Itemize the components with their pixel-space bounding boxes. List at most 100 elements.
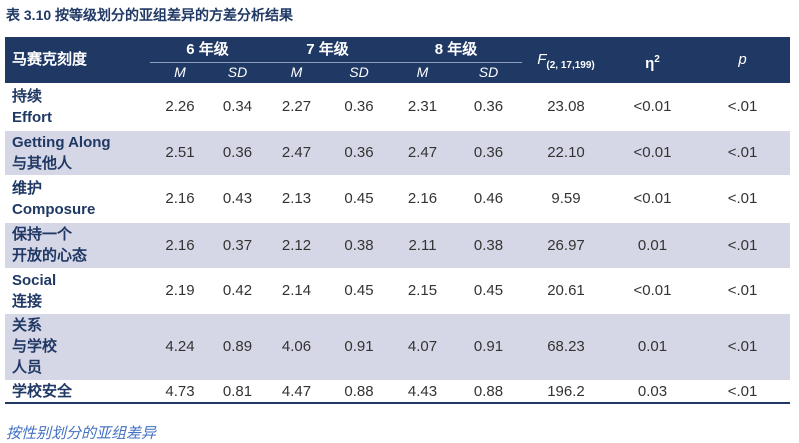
row-label: 维护 Composure: [5, 175, 150, 222]
row-value: 0.36: [473, 144, 504, 161]
row-value: 2.16: [165, 190, 195, 207]
row-label: 保持一个 开放的心态: [5, 222, 150, 268]
row-value: 0.01: [637, 236, 668, 254]
row-value: 0.88: [473, 382, 504, 400]
row-value: 2.14: [281, 282, 312, 299]
header-row: [5, 37, 790, 83]
row-value: 2.27: [281, 98, 312, 115]
header-divider: [150, 62, 522, 63]
row-label-line: 与其他人: [12, 154, 73, 172]
row-value: 22.10: [547, 144, 585, 161]
header-stat: SD: [478, 64, 499, 80]
header-f-part: (2, 17,199): [546, 60, 595, 71]
row-value: <.01: [727, 144, 758, 161]
row-value: 0.36: [344, 144, 374, 161]
table-bottom-border: [5, 402, 790, 404]
row-value: 0.43: [222, 190, 253, 207]
row-value: 0.46: [473, 190, 504, 207]
header-stat: SD: [227, 64, 248, 80]
table-row: [5, 313, 790, 380]
header-stat: SD: [349, 64, 369, 80]
row-value: 2.12: [281, 236, 312, 254]
header-eta-part: η: [645, 55, 655, 72]
row-value: 2.51: [165, 144, 195, 161]
row-value: 4.07: [407, 338, 438, 355]
header-eta-part: 2: [654, 54, 660, 65]
row-value: 9.59: [551, 190, 581, 207]
row-value: <.01: [727, 282, 758, 299]
table-row: [5, 222, 790, 268]
row-label-line: 持续: [12, 87, 43, 105]
row-label: 关系 与学校 人员: [5, 313, 150, 380]
row-label-line: Composure: [12, 200, 96, 218]
row-label: 学校安全: [5, 380, 150, 402]
header-grade: 6 年级: [186, 41, 229, 58]
row-value: 0.45: [473, 282, 504, 299]
header-stat: M: [290, 64, 303, 80]
next-section-heading: 按性别划分的亚组差异: [6, 425, 157, 442]
row-value: <.01: [727, 382, 758, 400]
row-value: 0.01: [637, 338, 668, 355]
row-value: <.01: [727, 236, 758, 254]
row-value: 0.03: [637, 382, 668, 400]
row-value: 2.19: [165, 282, 195, 299]
row-value: <.01: [727, 338, 758, 355]
row-label: Getting Along 与其他人: [5, 130, 150, 175]
row-value: 4.06: [281, 338, 312, 355]
row-value: 2.26: [165, 98, 195, 115]
row-value: 0.34: [222, 98, 253, 115]
row-value: <0.01: [633, 282, 672, 299]
row-value: 2.47: [407, 144, 438, 161]
row-value: 0.89: [222, 338, 253, 355]
row-value: 196.2: [547, 382, 585, 400]
row-value: 0.36: [473, 98, 504, 115]
table-row: [5, 130, 790, 175]
row-value: 2.47: [281, 144, 312, 161]
table-row: [5, 175, 790, 222]
row-value: 4.24: [165, 338, 195, 355]
row-value: 0.38: [473, 236, 504, 254]
row-label-line: 维护: [12, 179, 43, 197]
row-value: 2.31: [407, 98, 438, 115]
row-label-line: 开放的心态: [12, 247, 88, 264]
row-value: <.01: [727, 98, 758, 115]
header-f: F(2, 17,199): [522, 37, 610, 83]
row-value: 26.97: [547, 236, 585, 254]
table-row: [5, 83, 790, 130]
row-value: <.01: [727, 190, 758, 207]
header-scale: 马赛克刻度: [12, 51, 88, 68]
row-label-line: 人员: [12, 359, 43, 376]
row-value: 2.16: [407, 190, 438, 207]
row-label: Social 连接: [5, 268, 150, 313]
row-value: <0.01: [633, 98, 672, 115]
row-label-line: Effort: [12, 108, 52, 126]
row-label-line: Social: [12, 271, 57, 289]
row-value: 0.88: [344, 382, 374, 400]
table-row: [5, 380, 790, 402]
row-value: 0.91: [344, 338, 374, 355]
header-stat: M: [416, 64, 429, 80]
header-p: p: [738, 51, 747, 68]
table-row: [5, 268, 790, 313]
header-eta: η2: [610, 37, 695, 83]
row-label-line: Getting Along: [12, 133, 111, 151]
row-label-line: 连接: [12, 292, 43, 310]
row-value: 0.45: [344, 190, 374, 207]
row-value: 2.11: [408, 236, 437, 254]
row-value: 0.38: [344, 236, 374, 254]
row-value: <0.01: [633, 190, 672, 207]
table-title: 表 3.10 按等级划分的亚组差异的方差分析结果: [6, 7, 294, 23]
row-value: 2.13: [281, 190, 312, 207]
row-value: 0.45: [344, 282, 374, 299]
page: 表 3.10 按等级划分的亚组差异的方差分析结果 马赛克刻度 6 年级 7 年级 8 …: [5, 7, 790, 442]
row-value: 20.61: [547, 282, 585, 299]
row-value: 4.73: [165, 382, 195, 400]
row-value: 4.43: [407, 382, 438, 400]
row-label-line: 与学校: [12, 338, 58, 355]
header-grade: 7 年级: [306, 41, 349, 58]
row-value: 23.08: [547, 98, 585, 115]
row-value: 0.36: [344, 98, 374, 115]
row-value: 0.42: [222, 282, 253, 299]
row-value: 4.47: [281, 382, 312, 400]
row-value: 2.15: [407, 282, 438, 299]
